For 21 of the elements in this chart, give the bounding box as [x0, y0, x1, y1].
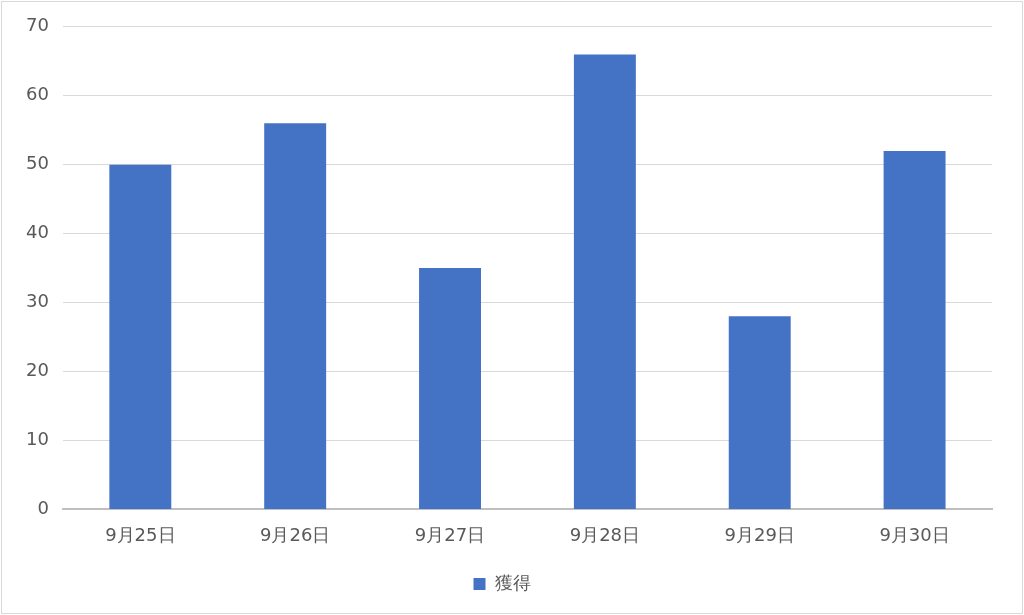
bar	[419, 268, 481, 509]
bar	[264, 123, 327, 509]
legend-label: 獲得	[494, 571, 531, 593]
y-tick-label: 50	[26, 152, 49, 174]
y-tick-label: 10	[26, 428, 49, 450]
bar	[728, 316, 791, 509]
bar	[109, 164, 172, 509]
x-tick-label: 9月27日	[414, 523, 486, 545]
bar	[573, 54, 636, 509]
y-tick-label: 0	[37, 497, 49, 519]
x-tick-label: 9月28日	[569, 523, 641, 545]
x-tick-label: 9月25日	[105, 523, 176, 545]
x-tick-label: 9月29日	[724, 523, 795, 545]
y-tick-label: 30	[26, 290, 49, 312]
y-tick-label: 60	[26, 83, 49, 105]
x-tick-label: 9月26日	[260, 523, 331, 545]
y-tick-label: 40	[26, 221, 49, 243]
bar	[883, 150, 946, 509]
y-tick-label: 70	[26, 14, 49, 36]
x-tick-label: 9月30日	[879, 523, 950, 545]
y-tick-label: 20	[26, 359, 49, 381]
